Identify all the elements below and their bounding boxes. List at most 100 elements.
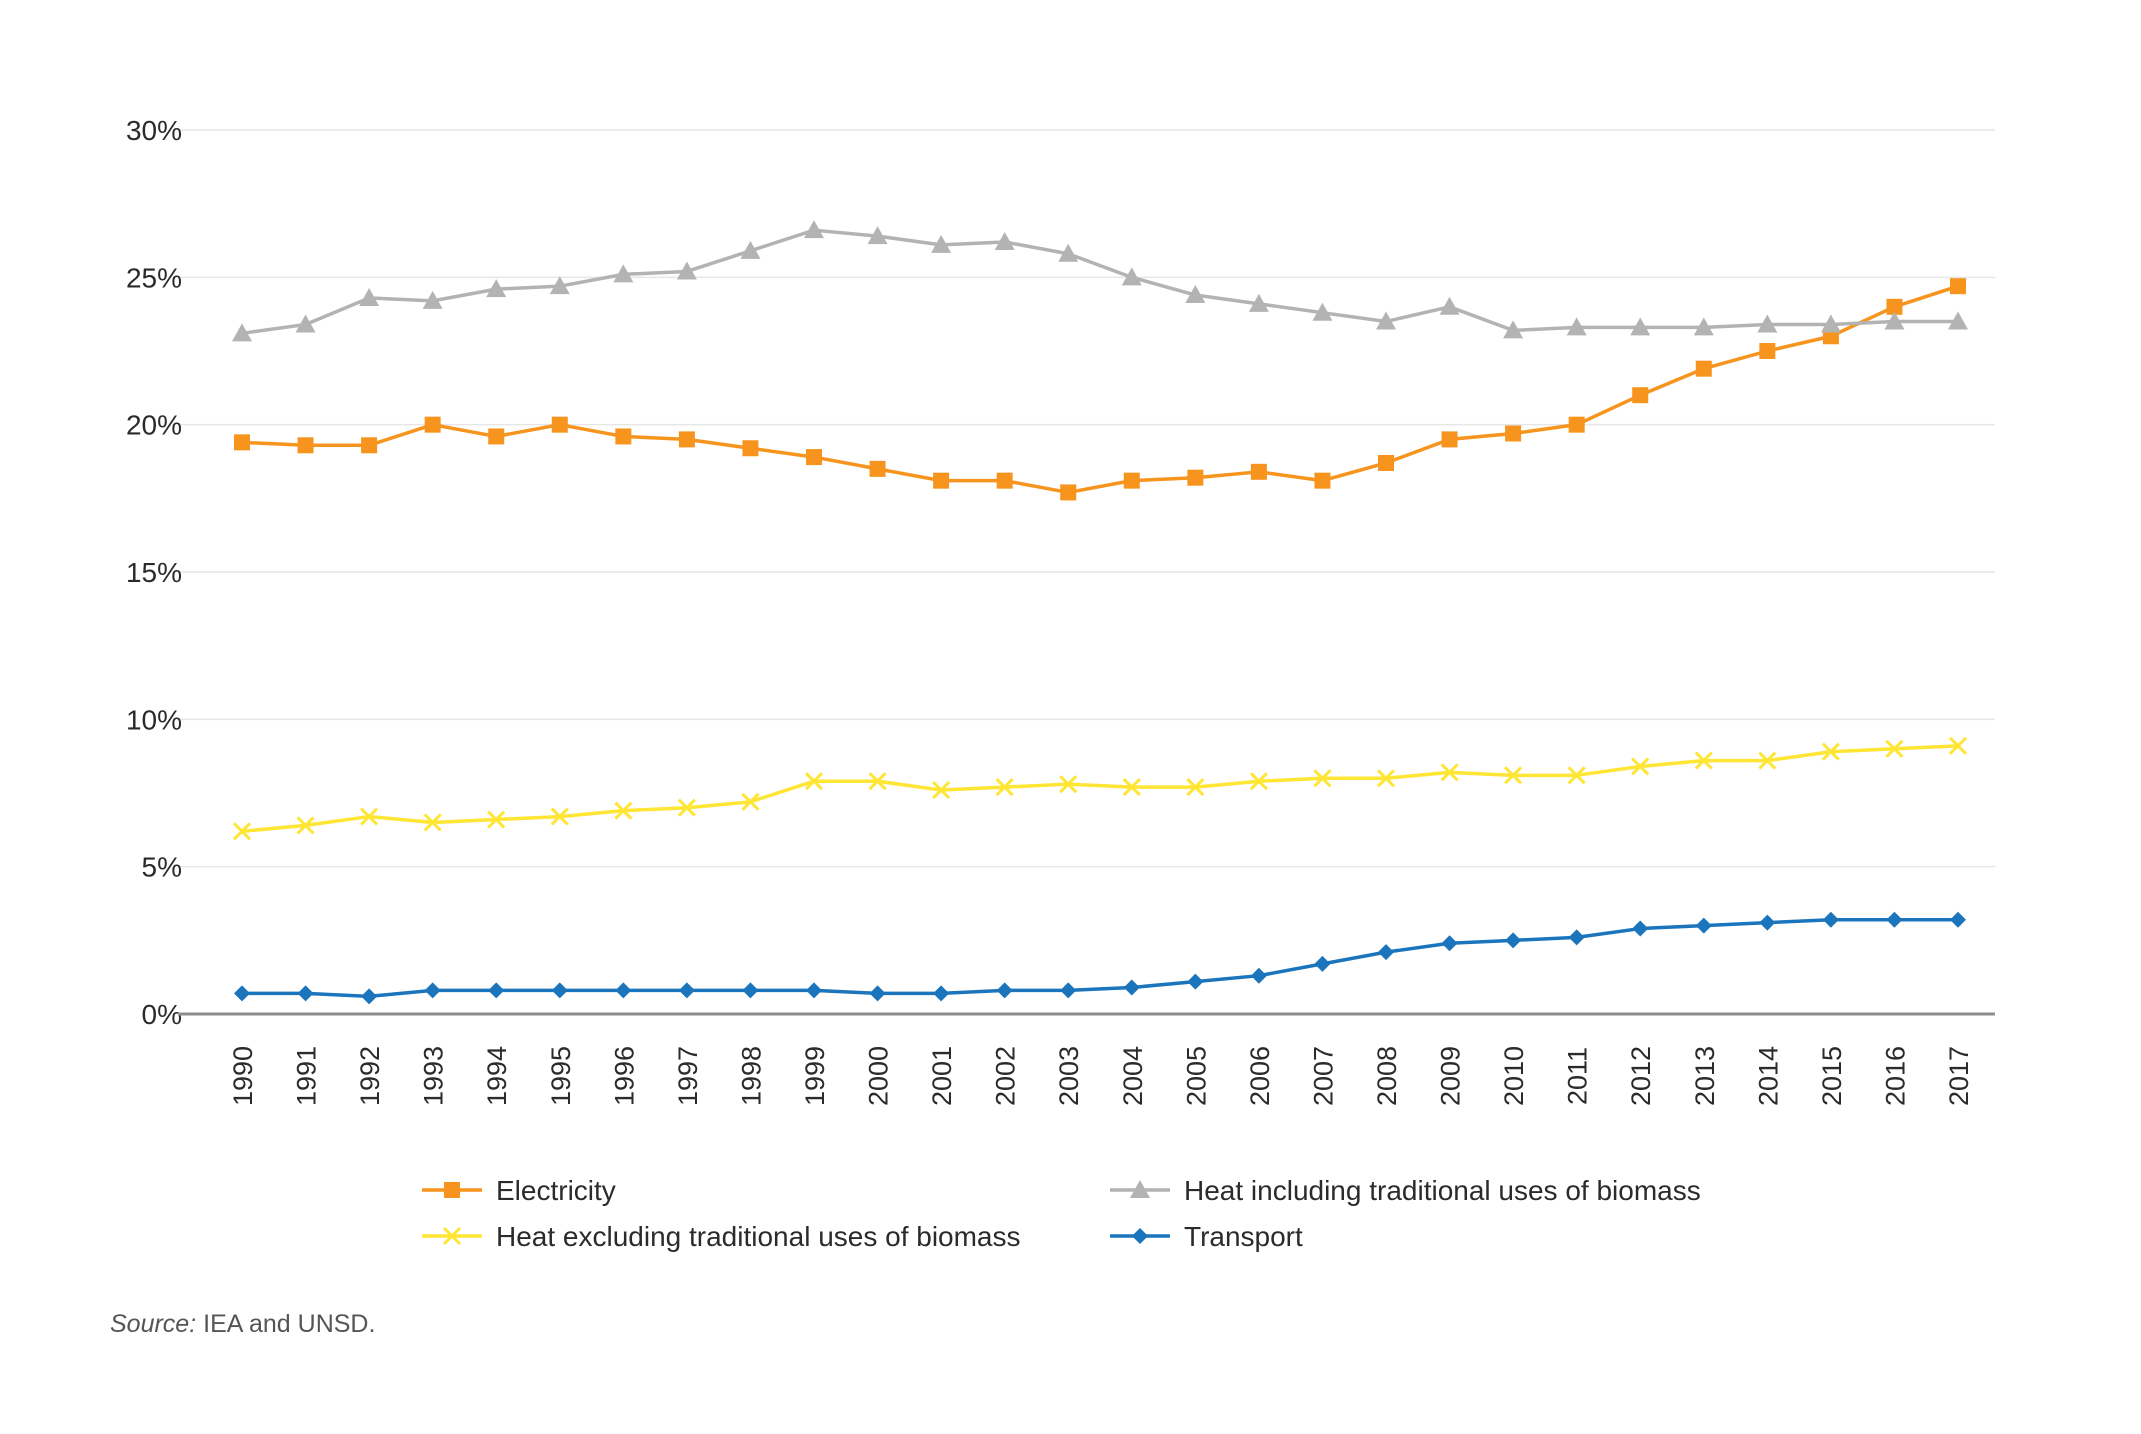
- data-point: [232, 323, 252, 342]
- data-point: [1060, 982, 1077, 999]
- data-point: [1695, 917, 1712, 934]
- data-point: [1378, 944, 1394, 961]
- data-point-stroke: [1694, 751, 1713, 770]
- x-tick-label: 2010: [1499, 1046, 1529, 1106]
- data-point: [423, 813, 442, 832]
- data-point-stroke: [1249, 772, 1268, 791]
- data-point: [996, 982, 1013, 999]
- x-tick-label: 2001: [927, 1046, 957, 1106]
- data-point: [1312, 302, 1333, 321]
- x-tick-label: 2002: [991, 1046, 1021, 1106]
- data-point: [424, 982, 441, 999]
- data-point: [424, 416, 441, 433]
- data-point: [1440, 763, 1459, 782]
- x-tick-label: 2000: [864, 1046, 894, 1106]
- data-point: [1886, 911, 1903, 928]
- x-tick-label: 1998: [736, 1046, 766, 1106]
- data-point: [1313, 769, 1332, 788]
- data-point: [868, 772, 887, 791]
- series-lines: [232, 220, 1968, 1005]
- data-point-stroke: [1948, 736, 1968, 755]
- data-point: [549, 276, 570, 295]
- data-point: [1314, 472, 1331, 489]
- axes: 0% 5% 10% 15% 20% 25% 30% 1990 1991 1992 1993 1994 1…: [126, 115, 1995, 1106]
- y-tick-label: 10%: [126, 704, 182, 735]
- data-point: [1821, 742, 1840, 761]
- x-tick-label: 2007: [1308, 1046, 1338, 1106]
- x-tick-label: 1993: [419, 1046, 449, 1106]
- x-tick-label: 2015: [1817, 1046, 1847, 1106]
- source-note: Source: IEA and UNSD.: [110, 1310, 375, 1339]
- x-tick-label: 2014: [1753, 1046, 1783, 1106]
- data-point-stroke: [995, 778, 1014, 797]
- x-tick-label: 1999: [800, 1046, 830, 1106]
- data-point: [1759, 914, 1776, 931]
- data-point: [1631, 757, 1650, 776]
- data-point: [613, 264, 634, 283]
- y-tick-label: 0%: [142, 999, 182, 1030]
- data-point-stroke: [1504, 766, 1523, 785]
- data-point: [867, 226, 888, 245]
- data-point: [1505, 425, 1522, 442]
- data-point: [740, 240, 761, 259]
- data-point: [1948, 736, 1968, 755]
- x-tick-label: 1992: [355, 1046, 385, 1106]
- data-point-stroke: [1885, 739, 1904, 758]
- data-point-stroke: [442, 1226, 462, 1246]
- series-0: [234, 278, 1966, 501]
- series-2: [232, 736, 1968, 841]
- data-point: [804, 772, 824, 791]
- x-tick-label: 1997: [673, 1046, 703, 1106]
- data-point: [295, 314, 316, 333]
- x-tick-label: 1996: [609, 1046, 639, 1106]
- data-point: [1632, 920, 1649, 937]
- data-point: [1693, 317, 1714, 336]
- x-tick-label: 2004: [1118, 1046, 1148, 1106]
- data-point: [1250, 967, 1267, 984]
- data-point: [614, 801, 633, 820]
- data-point-stroke: [360, 807, 379, 826]
- data-point: [1058, 243, 1079, 262]
- data-point: [1950, 278, 1966, 295]
- data-point: [1694, 751, 1713, 770]
- data-point: [1187, 973, 1204, 990]
- data-point: [1132, 1228, 1148, 1244]
- data-point: [1059, 775, 1078, 794]
- data-point: [1567, 766, 1586, 785]
- data-point-stroke: [1567, 766, 1586, 785]
- data-point: [1376, 311, 1396, 330]
- data-point: [615, 428, 632, 445]
- series-line: [242, 917, 1958, 999]
- data-point: [444, 1182, 460, 1198]
- data-point-stroke: [1821, 742, 1840, 761]
- data-point-stroke: [614, 801, 633, 820]
- data-point: [1439, 296, 1460, 315]
- data-point: [933, 985, 950, 1002]
- data-point: [1950, 911, 1966, 928]
- x-tick-label: 2008: [1372, 1046, 1402, 1106]
- data-point: [869, 460, 886, 477]
- data-point: [806, 982, 822, 999]
- data-point: [932, 780, 951, 800]
- data-point: [1504, 766, 1523, 785]
- data-point: [804, 220, 824, 239]
- data-point: [487, 810, 506, 829]
- x-tick-label: 2013: [1690, 1046, 1720, 1106]
- data-point-stroke: [804, 772, 824, 791]
- y-tick-label: 15%: [126, 557, 182, 588]
- x-tick-label: 1994: [482, 1046, 512, 1106]
- data-point: [488, 982, 505, 999]
- data-point-stroke: [1376, 769, 1396, 788]
- data-point-stroke: [741, 792, 760, 811]
- data-point: [232, 822, 252, 841]
- data-point: [1185, 285, 1206, 304]
- data-point: [1123, 472, 1140, 489]
- data-point: [742, 982, 759, 999]
- x-tick-label: 1991: [292, 1046, 322, 1106]
- data-point: [442, 1226, 462, 1246]
- data-point: [551, 982, 568, 999]
- series-1: [232, 220, 1968, 342]
- legend-item: Transport: [1110, 1221, 1303, 1252]
